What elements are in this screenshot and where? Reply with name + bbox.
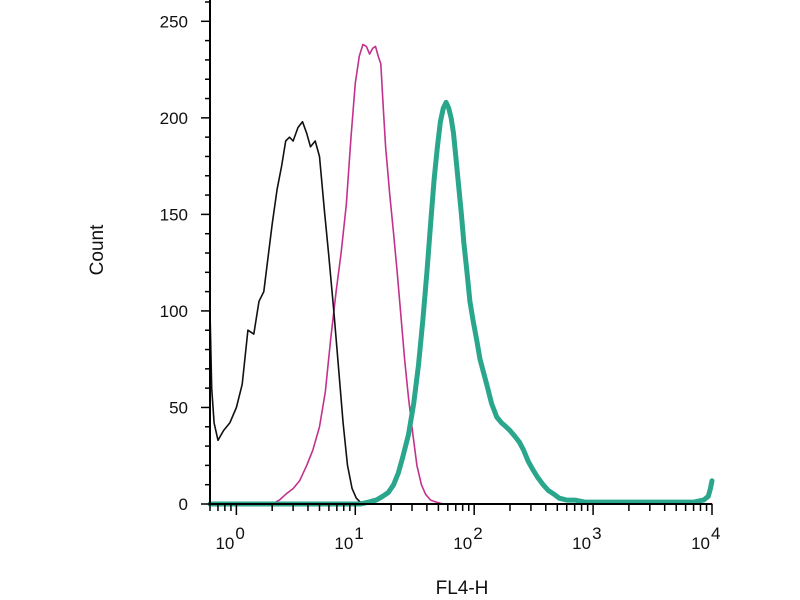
y-tick-label: 0 (179, 495, 188, 514)
x-tick-label: 102 (453, 524, 482, 553)
series-line-2 (271, 43, 713, 505)
series-line-1 (209, 120, 366, 505)
series-line-3 (207, 99, 715, 507)
series-layer (207, 43, 715, 507)
y-axis-title: Count (87, 224, 108, 275)
x-tick-label-base: 10 (453, 534, 472, 553)
y-axis-ticks: 0 50 100 150 200 250 (160, 1, 210, 514)
x-tick-label: 104 (691, 524, 720, 553)
x-tick-label-base: 10 (215, 534, 234, 553)
y-tick-label: 150 (160, 205, 188, 224)
x-axis-title: FL4-H (436, 578, 489, 599)
x-tick-label-base: 10 (334, 534, 353, 553)
x-tick-label-exponent: 4 (711, 524, 720, 543)
y-tick-label: 50 (169, 398, 188, 417)
y-tick-label: 200 (160, 109, 188, 128)
y-tick-label: 100 (160, 302, 188, 321)
x-tick-label-exponent: 3 (592, 524, 601, 543)
x-tick-label-base: 10 (572, 534, 591, 553)
x-tick-label: 103 (572, 524, 601, 553)
x-tick-label: 101 (334, 524, 363, 553)
y-tick-label: 250 (160, 12, 188, 31)
x-tick-label-exponent: 1 (354, 524, 363, 543)
x-tick-label-base: 10 (691, 534, 710, 553)
x-tick-label-exponent: 0 (235, 524, 244, 543)
x-tick-label: 100 (215, 524, 244, 553)
x-tick-label-exponent: 2 (473, 524, 482, 543)
